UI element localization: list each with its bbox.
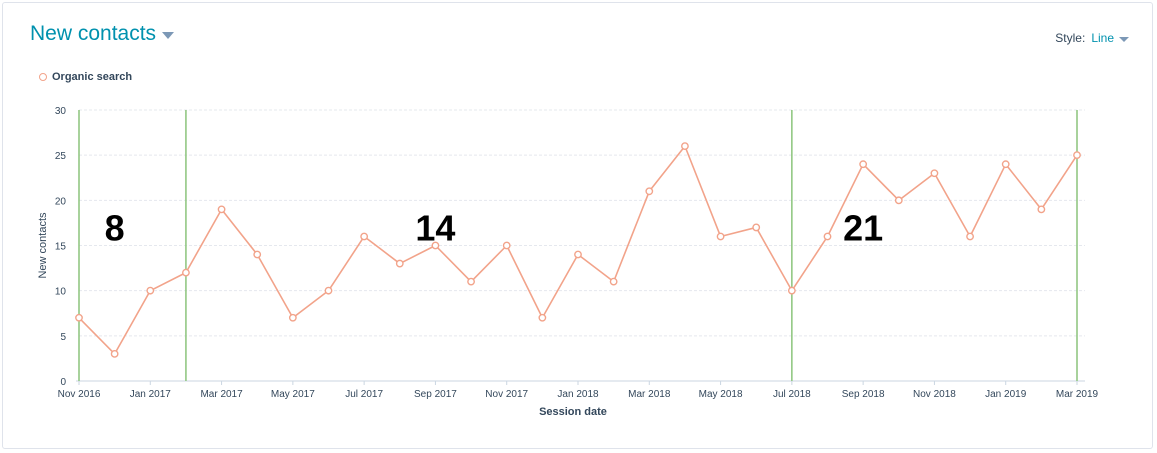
annotation-label: 21	[843, 207, 883, 248]
data-point	[538, 313, 547, 322]
y-axis-title: New contacts	[37, 212, 49, 279]
style-label: Style:	[1055, 31, 1086, 45]
style-value: Line	[1091, 31, 1114, 45]
data-point	[75, 313, 83, 322]
data-point	[431, 241, 440, 250]
data-point	[1073, 151, 1081, 160]
x-tick-label: Nov 2016	[58, 389, 101, 400]
x-tick-label: Jan 2018	[557, 389, 599, 400]
data-point	[395, 259, 404, 268]
caret-down-icon	[162, 31, 175, 39]
x-axis-title: Session date	[539, 406, 607, 418]
data-point	[645, 187, 654, 196]
x-tick-label: Sep 2017	[414, 389, 457, 400]
data-point	[1001, 160, 1010, 169]
report-title-dropdown[interactable]: New contacts	[30, 22, 175, 46]
x-tick-label: Nov 2017	[485, 389, 528, 400]
data-point	[253, 250, 262, 259]
x-tick-label: Mar 2018	[628, 389, 671, 400]
data-point	[930, 169, 939, 178]
style-control: Style: Line	[1055, 31, 1129, 45]
legend-item-organic-search[interactable]: Organic search	[39, 71, 132, 83]
x-tick-label: Jan 2019	[985, 389, 1027, 400]
x-tick-label: Nov 2018	[913, 389, 956, 400]
data-point	[502, 241, 511, 250]
data-point	[288, 313, 297, 322]
x-tick-label: Mar 2017	[200, 389, 243, 400]
data-point	[467, 277, 475, 286]
data-point	[324, 286, 333, 295]
y-tick-label: 5	[60, 332, 66, 343]
data-point	[574, 250, 582, 259]
data-point	[110, 349, 119, 358]
annotation-label: 8	[105, 207, 125, 248]
caret-down-icon	[1119, 36, 1129, 42]
y-tick-label: 20	[55, 196, 67, 207]
y-tick-label: 15	[55, 242, 67, 253]
y-tick-label: 0	[60, 377, 66, 388]
y-tick-label: 30	[55, 106, 67, 117]
x-tick-label: Jul 2018	[773, 389, 811, 400]
x-tick-label: May 2018	[699, 389, 743, 400]
legend-label: Organic search	[52, 71, 133, 83]
data-point	[609, 277, 618, 286]
x-tick-label: Jul 2017	[345, 389, 383, 400]
legend-marker-icon	[39, 73, 47, 81]
data-point	[1037, 205, 1046, 214]
x-tick-label: May 2017	[271, 389, 315, 400]
data-point	[182, 268, 190, 277]
y-tick-label: 10	[55, 287, 67, 298]
data-point	[894, 196, 903, 205]
x-tick-label: Mar 2019	[1056, 389, 1099, 400]
series-line-organic-search	[78, 145, 1078, 355]
data-point	[146, 286, 155, 295]
report-title: New contacts	[30, 22, 157, 45]
y-tick-label: 25	[55, 151, 67, 162]
data-point	[823, 232, 832, 241]
style-dropdown[interactable]: Line	[1091, 31, 1129, 45]
data-point	[787, 286, 796, 295]
data-point	[859, 160, 868, 169]
data-point	[360, 232, 369, 241]
x-tick-label: Sep 2018	[842, 389, 885, 400]
annotation-label: 14	[415, 207, 455, 248]
data-point	[966, 232, 974, 241]
data-point	[217, 205, 226, 214]
x-tick-label: Jan 2017	[130, 389, 172, 400]
data-point	[752, 223, 761, 232]
data-point	[681, 142, 689, 151]
data-point	[716, 232, 725, 241]
